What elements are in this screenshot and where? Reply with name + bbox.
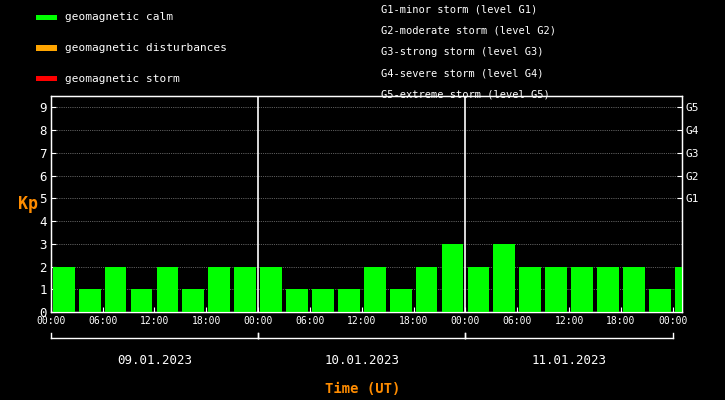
Bar — [53, 266, 75, 312]
Text: geomagnetic disturbances: geomagnetic disturbances — [65, 43, 227, 53]
Bar — [183, 289, 204, 312]
Bar — [36, 15, 57, 20]
Text: geomagnetic storm: geomagnetic storm — [65, 74, 180, 84]
Bar — [519, 266, 541, 312]
Bar — [36, 76, 57, 81]
Bar — [390, 289, 412, 312]
Bar — [675, 266, 697, 312]
Text: G2-moderate storm (level G2): G2-moderate storm (level G2) — [381, 26, 555, 36]
Text: G3-strong storm (level G3): G3-strong storm (level G3) — [381, 47, 543, 57]
Bar — [286, 289, 308, 312]
Bar — [234, 266, 256, 312]
Bar — [442, 244, 463, 312]
Bar — [571, 266, 593, 312]
Bar — [649, 289, 671, 312]
Bar — [312, 289, 334, 312]
Text: 10.01.2023: 10.01.2023 — [324, 354, 399, 367]
Text: 11.01.2023: 11.01.2023 — [531, 354, 607, 367]
Text: G5-extreme storm (level G5): G5-extreme storm (level G5) — [381, 89, 550, 99]
Bar — [494, 244, 515, 312]
Text: 09.01.2023: 09.01.2023 — [117, 354, 192, 367]
Bar — [79, 289, 101, 312]
Bar — [208, 266, 230, 312]
Bar — [338, 289, 360, 312]
Y-axis label: Kp: Kp — [18, 195, 38, 213]
Bar — [36, 45, 57, 51]
Bar — [130, 289, 152, 312]
Bar — [597, 266, 619, 312]
Bar — [545, 266, 567, 312]
Bar — [260, 266, 282, 312]
Text: G1-minor storm (level G1): G1-minor storm (level G1) — [381, 5, 537, 15]
Text: geomagnetic calm: geomagnetic calm — [65, 12, 173, 22]
Bar — [623, 266, 645, 312]
Bar — [157, 266, 178, 312]
Bar — [104, 266, 126, 312]
Bar — [364, 266, 386, 312]
Text: G4-severe storm (level G4): G4-severe storm (level G4) — [381, 68, 543, 78]
Bar — [468, 266, 489, 312]
Text: Time (UT): Time (UT) — [325, 382, 400, 396]
Bar — [415, 266, 437, 312]
